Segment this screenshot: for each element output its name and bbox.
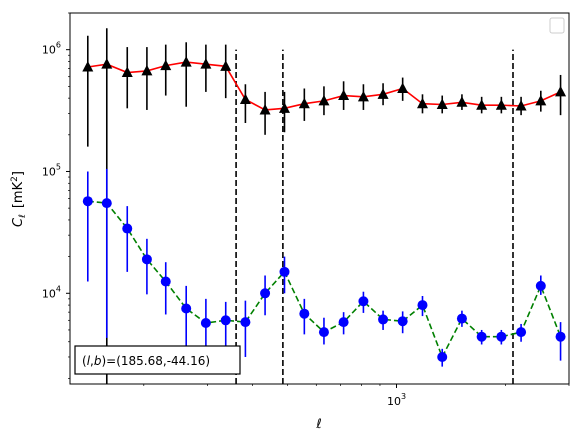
plot-area (69, 12, 570, 385)
series-1-point-21 (476, 99, 488, 110)
series-2-point-17 (397, 316, 408, 327)
series-1-point-2 (101, 58, 113, 69)
plot-frame (69, 12, 570, 385)
series-1-point-8 (220, 60, 232, 71)
series-1-point-5 (160, 59, 172, 71)
series-2-point-5 (160, 276, 171, 287)
series-2-point-1 (82, 196, 93, 207)
series-layer (82, 28, 567, 384)
series-1-point-25 (555, 85, 567, 97)
series-1-point-4 (141, 64, 153, 76)
series-2-point-9 (240, 317, 251, 328)
series-1-point-13 (318, 94, 330, 106)
y-axis-label: Cℓ[mK2] (10, 171, 28, 227)
series-1-point-15 (357, 90, 369, 102)
y-tick-label: 105 (42, 162, 61, 178)
series-1-point-22 (495, 99, 507, 110)
series-1-point-1 (82, 61, 94, 72)
series-1-point-10 (259, 103, 271, 115)
series-2-point-4 (141, 254, 152, 265)
series-1 (82, 28, 567, 384)
y-tick-label: 106 (42, 41, 61, 57)
axis-ticks: 104 105 106 103 (42, 12, 570, 408)
series-2-point-7 (200, 318, 211, 329)
series-2-point-12 (299, 308, 310, 319)
series-1-point-6 (180, 56, 192, 67)
annotation-text: (l,b)=(185.68,-44.16) (82, 354, 210, 368)
series-2-point-20 (456, 313, 467, 324)
legend-box (549, 17, 565, 34)
annotation-box: (l,b)=(185.68,-44.16) (74, 345, 241, 375)
series-1-point-14 (338, 89, 350, 101)
x-axis-label: ℓ (315, 417, 321, 432)
series-2-point-13 (318, 327, 329, 338)
series-2-point-19 (437, 351, 448, 362)
series-1-point-23 (515, 99, 527, 111)
series-1-point-16 (377, 88, 389, 99)
series-2-point-25 (555, 331, 566, 342)
series-1-point-3 (121, 66, 133, 77)
series-2-point-3 (122, 223, 133, 234)
y-tick-label: 104 (42, 284, 61, 300)
series-2-point-15 (358, 296, 369, 307)
series-2-point-23 (516, 327, 527, 338)
series-2-point-18 (417, 300, 428, 311)
series-2-point-21 (476, 331, 487, 342)
series-2-point-24 (535, 280, 546, 291)
series-2 (82, 168, 566, 374)
series-1-point-24 (535, 94, 547, 106)
series-2-point-6 (181, 303, 192, 314)
series-2-point-16 (378, 314, 389, 325)
series-1-point-19 (436, 98, 448, 109)
annotation-frame (74, 345, 241, 375)
series-2-point-14 (338, 317, 349, 328)
vertical-lines (235, 49, 514, 384)
series-2-point-2 (101, 198, 112, 209)
series-1-point-17 (397, 82, 409, 93)
series-2-point-11 (279, 266, 290, 277)
x-tick-label: 103 (387, 392, 406, 408)
series-1-point-7 (200, 58, 212, 69)
series-1-point-9 (239, 93, 251, 104)
series-2-point-10 (260, 288, 271, 299)
series-2-point-8 (220, 315, 231, 326)
series-1-point-20 (456, 96, 468, 107)
series-1-point-11 (278, 102, 290, 113)
series-1-point-12 (298, 97, 310, 109)
series-2-point-22 (496, 331, 507, 342)
series-1-point-18 (416, 97, 428, 109)
